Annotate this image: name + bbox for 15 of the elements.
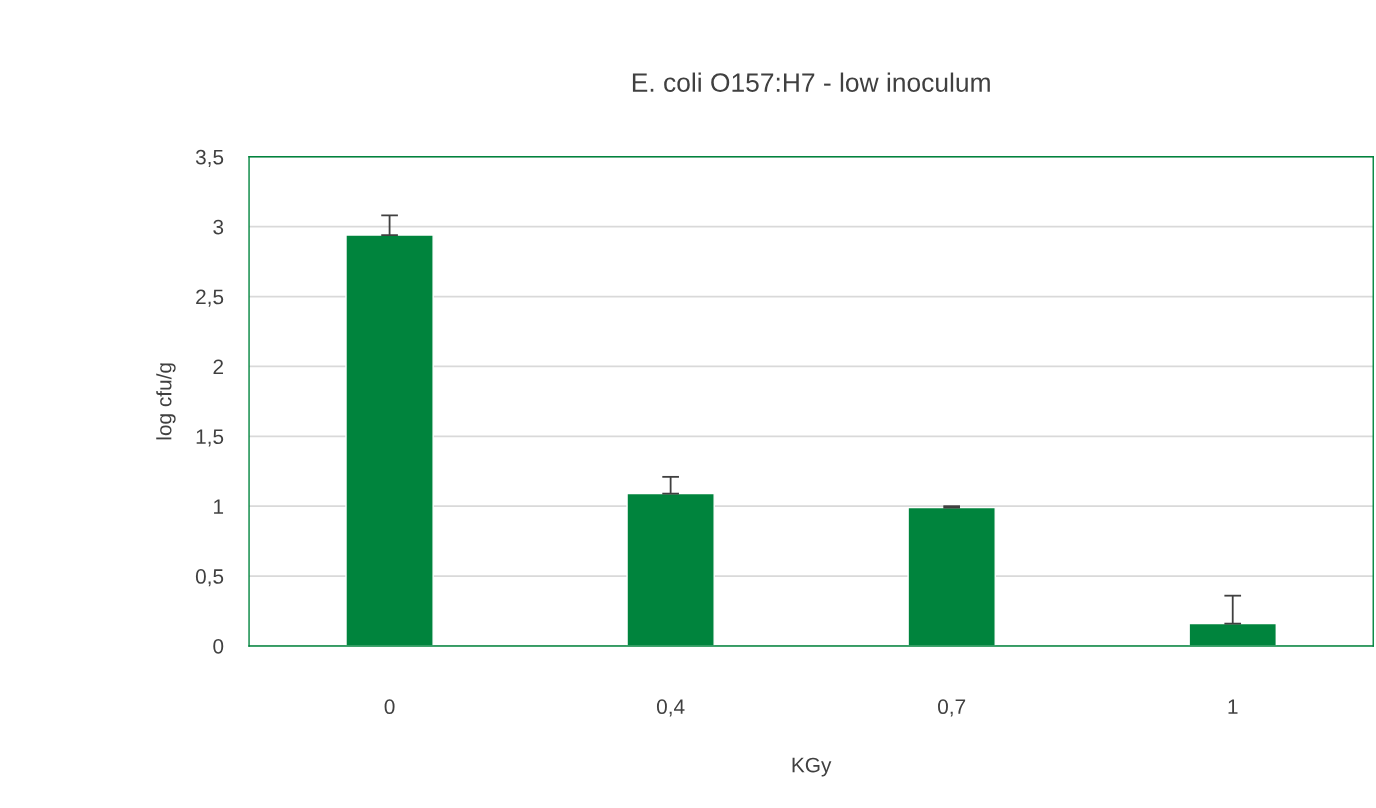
y-tick-label: 1: [214, 499, 224, 514]
x-axis-title: KGy: [792, 757, 832, 777]
y-tick-label: 1,5: [196, 429, 224, 447]
x-tick-label: 0: [384, 699, 395, 715]
y-tick-label: 3,5: [195, 149, 224, 167]
x-tick-label: 0,4: [656, 699, 685, 717]
y-tick-label: 2,5: [196, 289, 224, 307]
y-tick-label: 0,5: [195, 569, 224, 587]
y-tick-label: 3: [213, 219, 224, 235]
x-tick-label: 1: [1228, 699, 1238, 714]
y-tick-label: 0: [213, 639, 224, 654]
y-tick-label: 2: [213, 359, 224, 374]
y-axis-title: log cfu/g: [156, 363, 176, 440]
x-tick-label: 0,7: [938, 699, 966, 717]
chart-title: E. coli O157:H7 - low inoculum: [632, 72, 990, 92]
